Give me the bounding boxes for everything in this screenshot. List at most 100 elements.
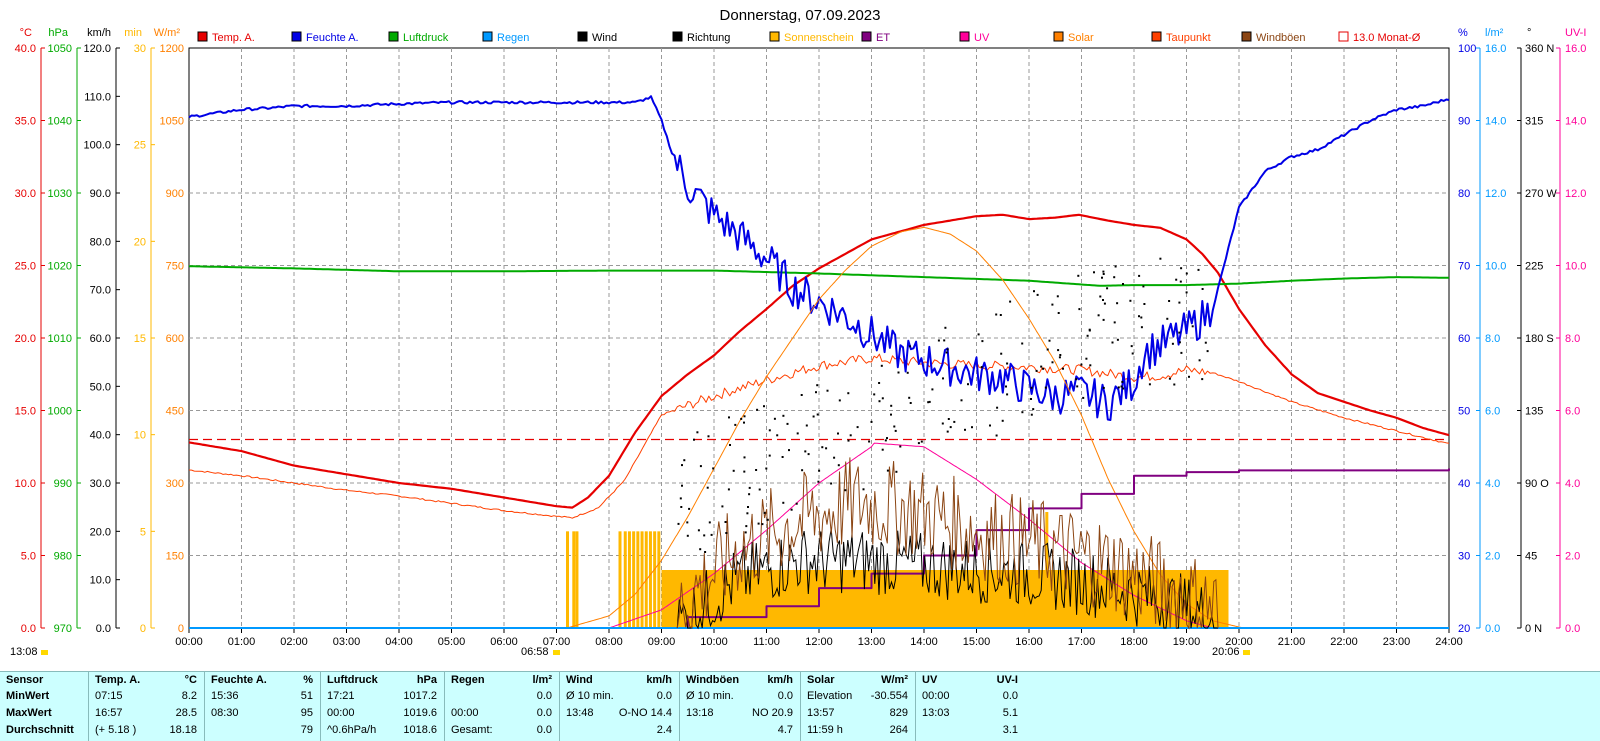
direction-point bbox=[801, 469, 804, 472]
stats-cell-value: 264 bbox=[889, 724, 908, 736]
direction-point bbox=[1206, 350, 1209, 353]
sunmin-tick-label: 20 bbox=[134, 236, 146, 248]
direction-point bbox=[796, 432, 799, 435]
direction-point bbox=[1057, 349, 1060, 352]
direction-point bbox=[1140, 316, 1143, 319]
direction-point bbox=[967, 383, 969, 386]
direction-point bbox=[908, 345, 911, 348]
legend-swatch bbox=[1053, 31, 1064, 42]
stats-cell-value: 51 bbox=[300, 690, 313, 702]
direction-point bbox=[943, 339, 946, 342]
direction-point bbox=[710, 533, 713, 536]
direction-point bbox=[756, 408, 759, 411]
sunmin-tick-label: 15 bbox=[134, 333, 146, 345]
direction-point bbox=[920, 440, 923, 443]
direction-point bbox=[1185, 291, 1188, 294]
direction-point bbox=[1173, 383, 1176, 386]
direction-point bbox=[944, 326, 947, 329]
direction-point bbox=[729, 444, 731, 446]
sunshine-spike bbox=[572, 531, 576, 628]
temp-tick-label: 0.0 bbox=[21, 623, 36, 635]
direction-point bbox=[838, 399, 841, 402]
direction-point bbox=[748, 486, 751, 489]
direction-tick-label: 135 bbox=[1525, 406, 1543, 418]
direction-point bbox=[1116, 338, 1119, 341]
direction-point bbox=[816, 384, 819, 387]
pressure-tick-label: 1040 bbox=[48, 116, 72, 128]
axes: 00:00 01:00 02:00 03:00 04:00 05:00 06:00 07:00… bbox=[15, 27, 1587, 648]
stats-cell-value: 1019.6 bbox=[403, 707, 437, 719]
direction-point bbox=[683, 459, 686, 462]
stats-row-label: Durchschnitt bbox=[6, 724, 74, 736]
direction-point bbox=[782, 501, 785, 504]
direction-point bbox=[1088, 328, 1091, 331]
direction-point bbox=[1032, 408, 1035, 411]
direction-point bbox=[688, 507, 691, 510]
direction-point bbox=[881, 448, 884, 451]
direction-point bbox=[1040, 365, 1043, 368]
temp-tick-label: 25.0 bbox=[15, 261, 36, 273]
direction-point bbox=[1059, 354, 1062, 356]
stats-cell-value: 0.0 bbox=[1002, 690, 1018, 702]
stats-cell-time: 13:57 bbox=[807, 707, 835, 719]
chart-title: Donnerstag, 07.09.2023 bbox=[720, 7, 881, 24]
direction-point bbox=[927, 401, 930, 404]
series-wind bbox=[676, 528, 1218, 630]
stats-group-temp-a-: Temp. A. °C 07:15 8.2 16:57 28.5 (+ 5.18 ) 18.1… bbox=[88, 672, 205, 741]
stats-header: Luftdruck bbox=[327, 674, 378, 686]
stats-cell-time: Gesamt: bbox=[451, 724, 493, 736]
wind-tick-label: 10.0 bbox=[90, 575, 111, 587]
x-tick-label: 23:00 bbox=[1383, 636, 1411, 648]
stats-group-sensor: Sensor MinWert MaxWert Durchschnitt bbox=[0, 672, 88, 741]
direction-tick-label: 0 N bbox=[1525, 623, 1542, 635]
x-tick-label: 05:00 bbox=[438, 636, 466, 648]
direction-point bbox=[1143, 303, 1146, 305]
sunrise-label: 06:58 bbox=[521, 646, 549, 658]
direction-point bbox=[1131, 352, 1134, 355]
x-tick-label: 15:00 bbox=[963, 636, 991, 648]
uv-tick-label: 2.0 bbox=[1565, 551, 1580, 563]
stats-cell-time: Ø 10 min. bbox=[686, 690, 734, 702]
sunmin-unit-label: min bbox=[124, 27, 142, 39]
direction-point bbox=[941, 422, 944, 425]
direction-point bbox=[1204, 341, 1207, 344]
legend-swatch bbox=[672, 31, 683, 42]
stats-cell-value: 4.7 bbox=[777, 724, 793, 736]
wind-tick-label: 70.0 bbox=[90, 285, 111, 297]
stats-cell-time: 00:00 bbox=[922, 690, 950, 702]
direction-point bbox=[1122, 283, 1124, 285]
direction-point bbox=[728, 416, 730, 419]
direction-point bbox=[708, 521, 711, 524]
direction-point bbox=[980, 366, 983, 369]
direction-point bbox=[937, 339, 940, 342]
direction-point bbox=[743, 421, 745, 424]
x-tick-label: 24:00 bbox=[1435, 636, 1463, 648]
stats-cell-value: 8.2 bbox=[181, 690, 197, 702]
stats-cell-time: 11:59 h bbox=[807, 724, 843, 736]
stats-cell-value: O-NO 14.4 bbox=[618, 707, 672, 719]
direction-point bbox=[782, 414, 785, 417]
temp-tick-label: 20.0 bbox=[15, 333, 36, 345]
x-tick-label: 03:00 bbox=[333, 636, 361, 648]
direction-point bbox=[1175, 278, 1178, 281]
stats-cell-value: 0.0 bbox=[656, 690, 672, 702]
uv-tick-label: 14.0 bbox=[1565, 116, 1586, 128]
stats-cell-value: 0.0 bbox=[536, 707, 552, 719]
direction-point bbox=[1168, 377, 1171, 380]
direction-point bbox=[890, 413, 892, 416]
stats-group-feuchte-a-: Feuchte A.% 15:36 51 08:30 95 79 bbox=[204, 672, 321, 741]
direction-point bbox=[928, 400, 931, 403]
stats-header: Windböen bbox=[686, 674, 740, 686]
direction-point bbox=[909, 402, 912, 404]
direction-point bbox=[946, 430, 949, 433]
direction-point bbox=[1099, 295, 1102, 298]
direction-point bbox=[971, 426, 973, 429]
humidity-tick-label: 100 bbox=[1458, 43, 1476, 55]
direction-point bbox=[862, 488, 865, 491]
humidity-tick-label: 60 bbox=[1458, 333, 1470, 345]
direction-point bbox=[868, 440, 871, 443]
direction-point bbox=[989, 424, 991, 427]
direction-point bbox=[1030, 413, 1033, 416]
direction-point bbox=[894, 429, 897, 432]
direction-point bbox=[724, 521, 727, 523]
